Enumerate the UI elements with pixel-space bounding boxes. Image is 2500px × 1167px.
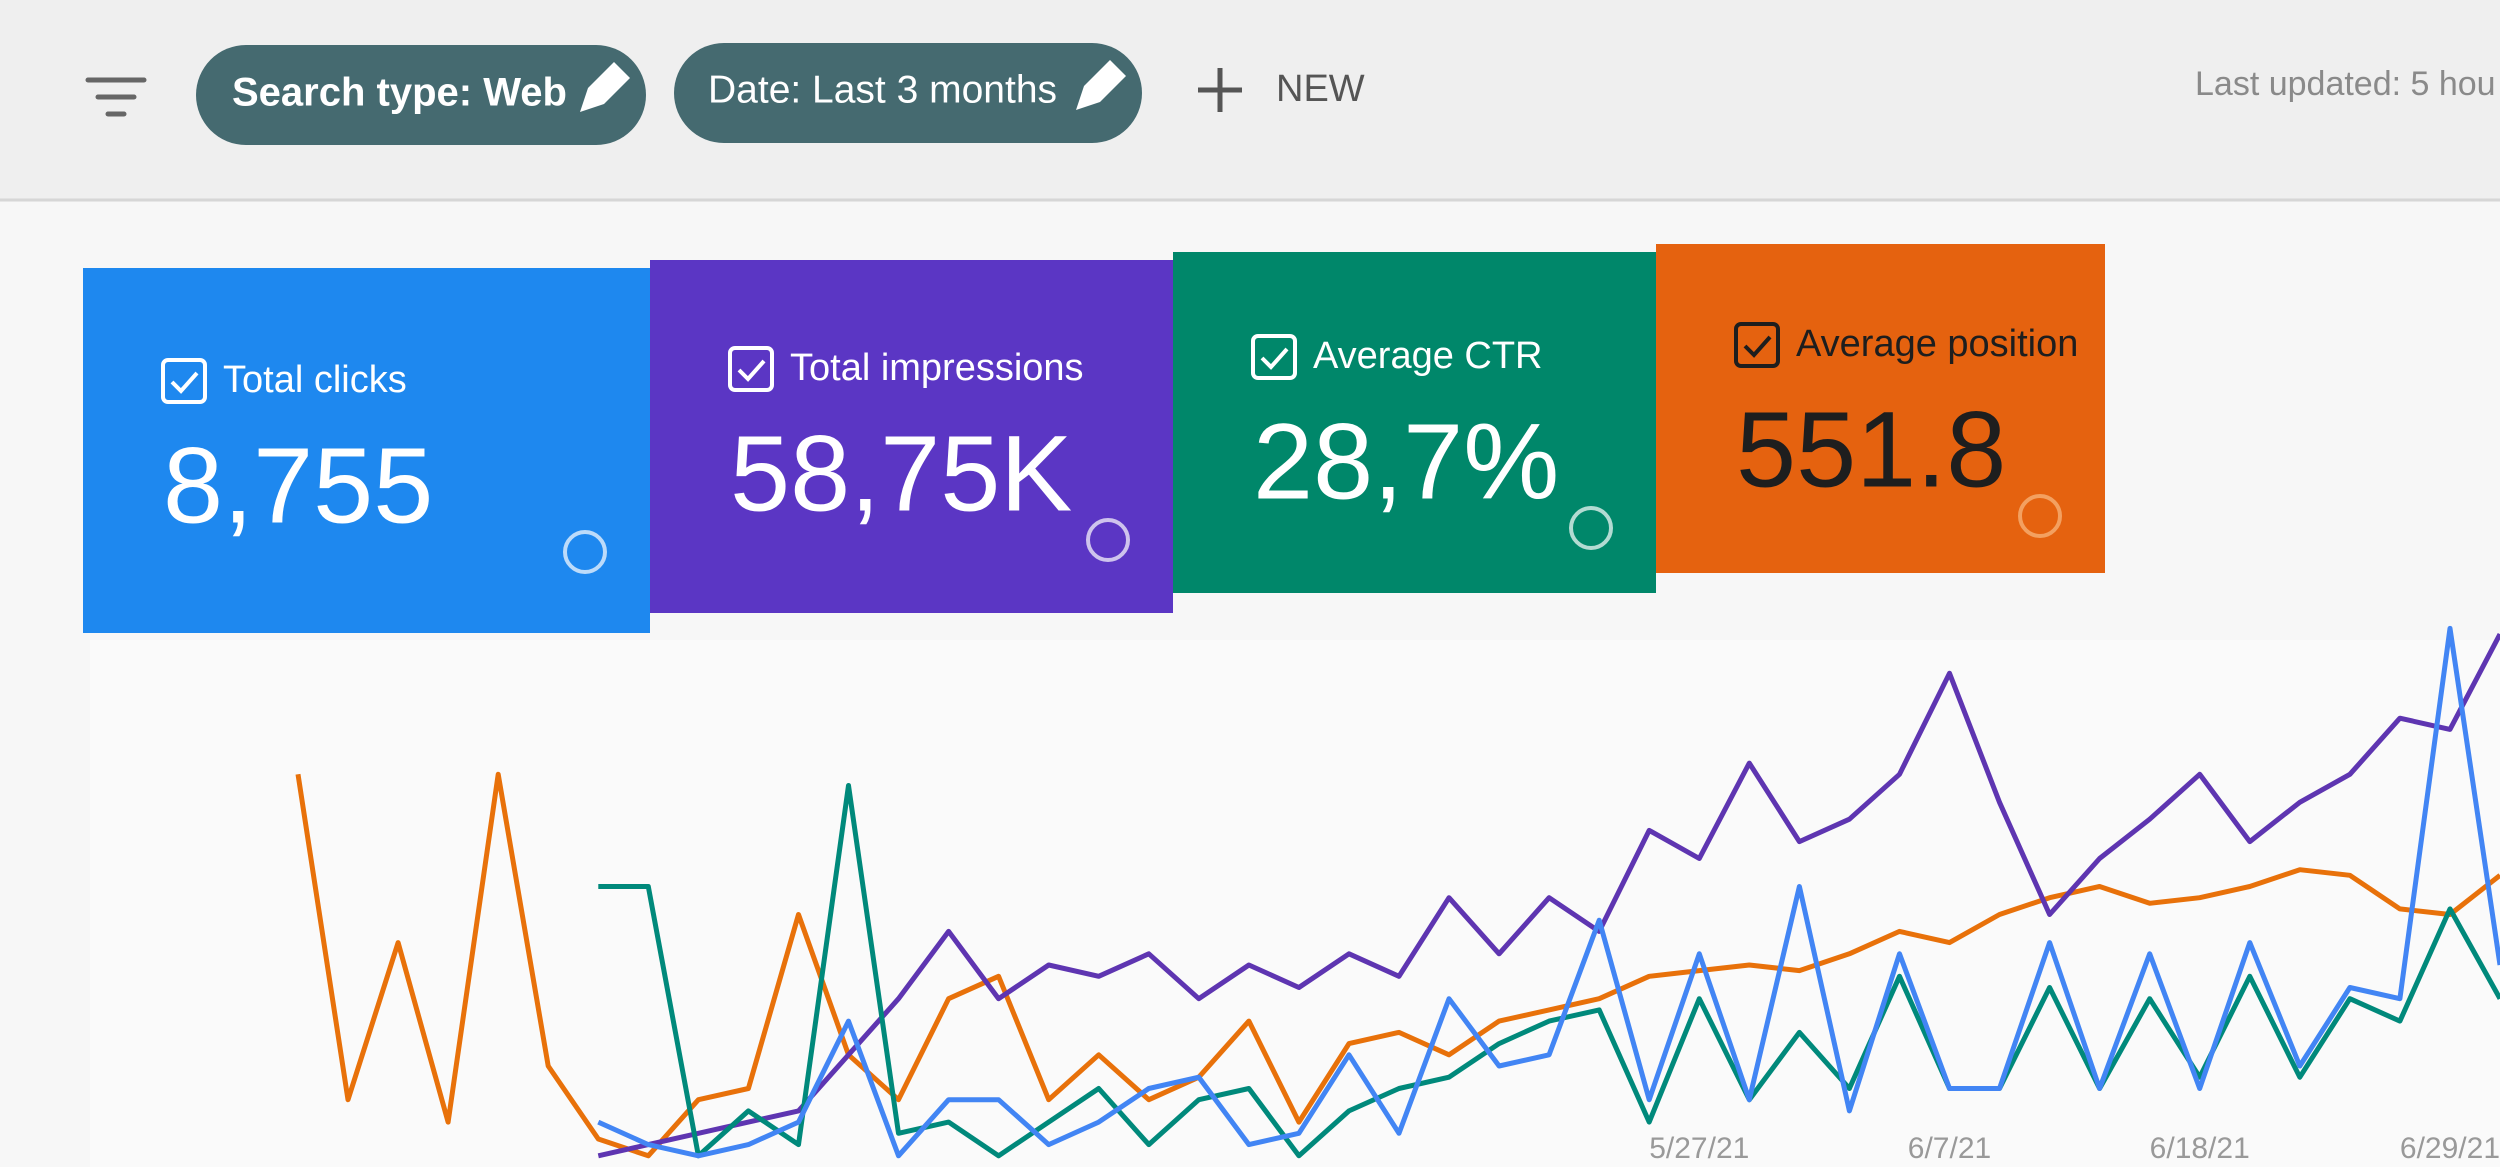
- card-label: Total impressions: [790, 347, 1084, 389]
- metric-card[interactable]: Total impressions 58,75K: [650, 260, 1173, 613]
- edit-icon: [580, 62, 630, 112]
- metric-card[interactable]: Total clicks 8,755: [83, 268, 650, 633]
- checkbox: [1251, 334, 1297, 380]
- checkmark: [737, 359, 766, 382]
- metric-card[interactable]: Average CTR 28,7%: [1173, 252, 1656, 593]
- x-tick-label: 5/27/21: [1649, 1132, 1749, 1165]
- search-type-chip[interactable]: Search type: Web: [196, 45, 646, 145]
- checkbox: [728, 346, 774, 392]
- help-icon: [1086, 518, 1130, 562]
- help-icon: [1569, 506, 1613, 550]
- card-label: Average CTR: [1313, 335, 1543, 377]
- help-icon: [2018, 494, 2062, 538]
- checkbox: [161, 358, 207, 404]
- plus-icon: [1198, 68, 1242, 112]
- card-bg: [650, 260, 1173, 613]
- card-bg: [83, 268, 650, 633]
- card-value: 28,7%: [1253, 401, 1559, 522]
- filter-icon[interactable]: [85, 77, 147, 117]
- date-chip[interactable]: Date: Last 3 months: [674, 43, 1142, 143]
- card-label: Total clicks: [223, 359, 407, 401]
- help-icon: [563, 530, 607, 574]
- card-value: 551.8: [1736, 389, 2006, 510]
- edit-icon: [1076, 60, 1126, 110]
- card-value: 8,755: [163, 425, 433, 546]
- series-line: [597, 632, 2500, 1159]
- checkmark: [170, 371, 199, 394]
- card-label: Average position: [1796, 323, 2078, 365]
- card-bg: [1173, 252, 1656, 593]
- metric-card[interactable]: Average position 551.8: [1656, 244, 2105, 573]
- chip-bg: [196, 45, 646, 145]
- chip-bg: [674, 43, 1142, 143]
- series-line: [597, 625, 2500, 1159]
- x-tick-label: 6/18/21: [2150, 1132, 2250, 1165]
- new-filter-button[interactable]: NEW: [1198, 68, 1365, 112]
- card-bg: [1656, 244, 2105, 573]
- checkmark: [1743, 335, 1772, 358]
- checkbox: [1734, 322, 1780, 368]
- chip-label: Date: Last 3 months: [708, 68, 1057, 111]
- series-line: [295, 771, 2500, 1159]
- series-line: [598, 783, 2500, 1159]
- checkmark: [1260, 347, 1289, 370]
- x-tick-label: 6/29/21: [2400, 1132, 2500, 1165]
- new-label: NEW: [1276, 68, 1365, 110]
- metric-cards: Total clicks 8,755 Total impressions 58,75K…: [83, 244, 2105, 633]
- card-value: 58,75K: [730, 413, 1072, 534]
- last-updated: Last updated: 5 hou: [2195, 65, 2496, 103]
- chip-label: Search type: Web: [232, 71, 567, 115]
- x-tick-label: 6/7/21: [1908, 1132, 1991, 1165]
- performance-chart: 5/27/21 6/7/21 6/18/21 6/29/21: [90, 625, 2500, 1167]
